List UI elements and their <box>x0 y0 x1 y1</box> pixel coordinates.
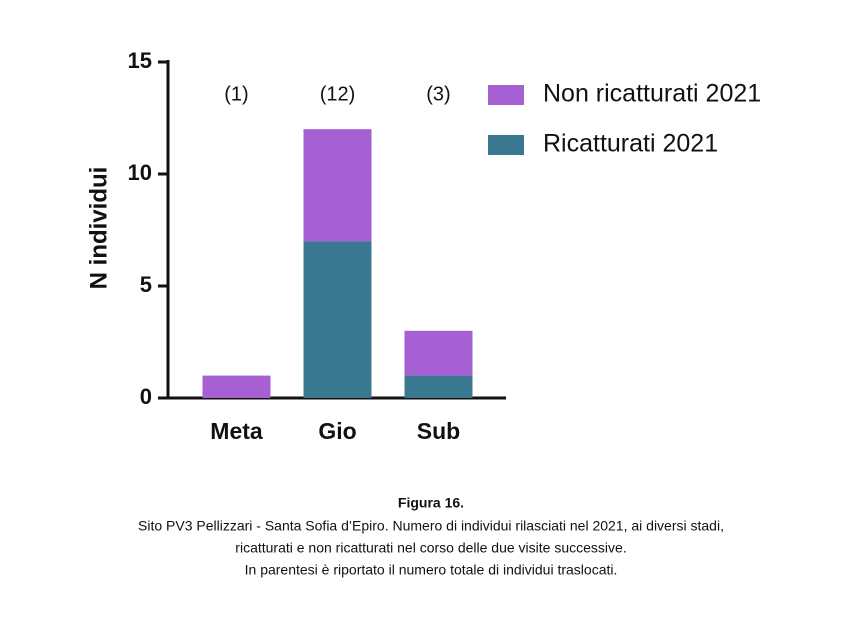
annotation: (12) <box>320 83 356 105</box>
y-tick-label: 10 <box>128 160 152 185</box>
annotation: (3) <box>426 83 450 105</box>
legend-label: Ricatturati 2021 <box>543 130 718 158</box>
x-tick-label: Gio <box>318 418 356 444</box>
x-tick-label: Sub <box>417 418 460 444</box>
y-tick-label: 0 <box>140 384 152 409</box>
y-tick-label: 5 <box>140 272 152 297</box>
x-tick-label: Meta <box>210 418 263 444</box>
annotation: (1) <box>224 83 248 105</box>
caption-line: ricatturati e non ricatturati nel corso … <box>235 540 626 556</box>
bar-segment <box>404 375 473 398</box>
bar-segment <box>303 129 372 242</box>
bar-segment <box>404 330 473 376</box>
legend-swatch <box>488 135 524 155</box>
caption-line: In parentesi è riportato il numero total… <box>245 562 618 578</box>
legend-swatch <box>488 85 524 105</box>
legend-label: Non ricatturati 2021 <box>543 80 761 108</box>
caption-line: Sito PV3 Pellizzari - Santa Sofia d’Epir… <box>138 518 724 534</box>
y-tick-label: 15 <box>128 48 152 73</box>
caption-title: Figura 16. <box>398 495 464 511</box>
y-axis-label: N individui <box>85 167 112 290</box>
bar-segment <box>202 375 271 398</box>
bar-segment <box>303 241 372 398</box>
